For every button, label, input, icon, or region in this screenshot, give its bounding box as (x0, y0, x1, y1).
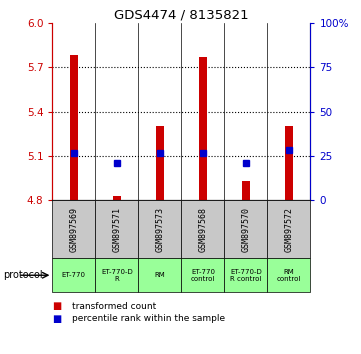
Text: GSM897571: GSM897571 (112, 207, 121, 252)
Bar (52, 200, 95, 258)
Text: ET-770-D
R control: ET-770-D R control (230, 269, 262, 282)
Text: ET-770-D
R: ET-770-D R (101, 269, 133, 282)
Bar (138, 258, 181, 292)
Text: ■: ■ (52, 301, 62, 311)
Bar (52, 258, 95, 292)
Text: ET-770: ET-770 (62, 272, 86, 278)
Bar (181, 200, 225, 258)
Text: GSM897572: GSM897572 (284, 207, 293, 252)
Text: RM: RM (155, 272, 165, 278)
Bar (138, 200, 181, 258)
Bar (95, 200, 138, 258)
Text: RM
control: RM control (277, 269, 301, 282)
Bar (268, 258, 310, 292)
Text: GSM897568: GSM897568 (199, 207, 208, 252)
Bar (113, 195, 121, 200)
Text: transformed count: transformed count (72, 302, 156, 311)
Bar (181, 258, 225, 292)
Bar (285, 126, 293, 200)
Text: GSM897573: GSM897573 (155, 207, 164, 252)
Text: ■: ■ (52, 314, 62, 324)
Bar (225, 200, 268, 258)
Bar (70, 56, 78, 200)
Bar (95, 258, 138, 292)
Text: ET-770
control: ET-770 control (191, 269, 215, 282)
Bar (156, 126, 164, 200)
Text: protocol: protocol (4, 270, 43, 280)
Text: GSM897569: GSM897569 (69, 207, 78, 252)
Bar (199, 57, 207, 200)
Text: percentile rank within the sample: percentile rank within the sample (72, 314, 225, 323)
Bar (225, 258, 268, 292)
Bar (268, 200, 310, 258)
Text: GSM897570: GSM897570 (242, 207, 251, 252)
Title: GDS4474 / 8135821: GDS4474 / 8135821 (114, 9, 249, 22)
Bar (242, 181, 250, 200)
